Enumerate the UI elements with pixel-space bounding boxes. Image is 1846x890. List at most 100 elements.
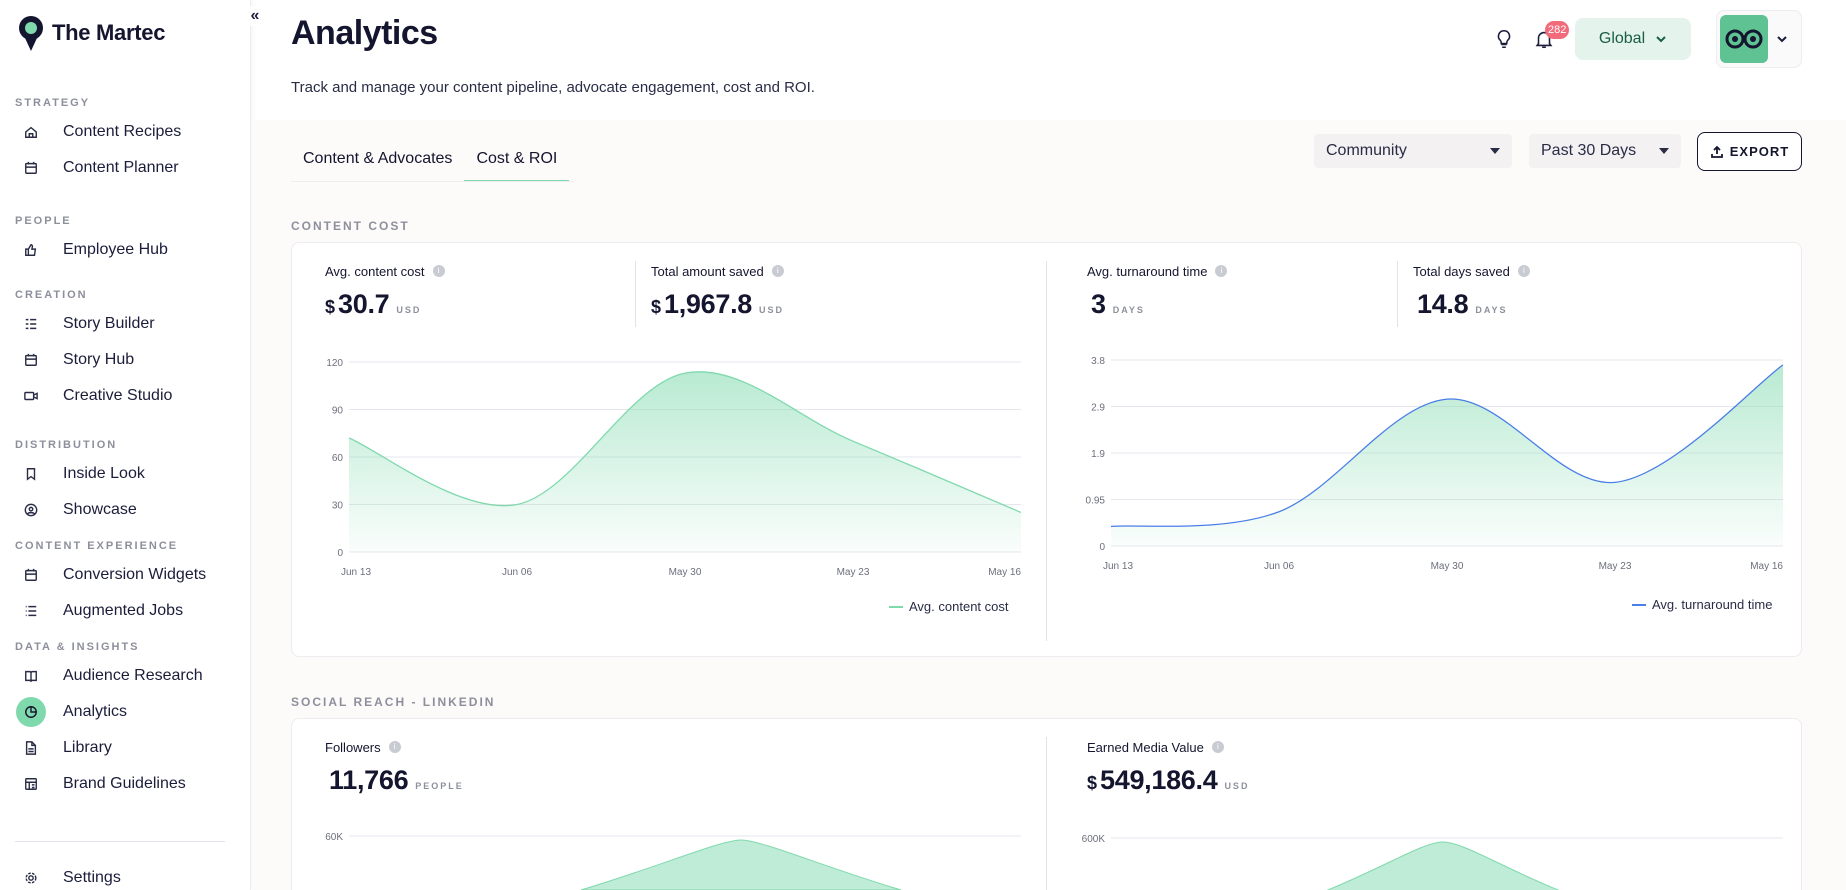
legend-swatch xyxy=(1632,603,1646,606)
bullet-list-icon xyxy=(16,596,46,626)
y-tick-label: 30 xyxy=(332,501,344,512)
app-name: The Martec xyxy=(52,20,166,45)
sidebar-item-conversion-widgets[interactable]: Conversion Widgets xyxy=(0,557,251,593)
info-icon[interactable]: i xyxy=(432,265,445,277)
logo[interactable]: The Martec xyxy=(16,14,165,52)
metric-label: Total amount saved xyxy=(651,263,764,279)
notification-badge: 282 xyxy=(1545,21,1570,39)
bookmark-icon xyxy=(16,459,46,489)
info-icon[interactable]: i xyxy=(1211,741,1224,753)
chart-legend: Avg. turnaround time xyxy=(1632,597,1772,612)
tab-cost-roi[interactable]: Cost & ROI xyxy=(464,148,570,182)
sidebar-item-label: Showcase xyxy=(63,501,137,518)
metric-value: 14.8 xyxy=(1417,289,1469,319)
sidebar-item-content-recipes[interactable]: Content Recipes xyxy=(0,114,251,150)
info-icon[interactable]: i xyxy=(388,741,401,753)
sidebar-item-brand-guidelines[interactable]: Brand Guidelines xyxy=(0,766,251,802)
region-selector[interactable]: Global xyxy=(1575,18,1691,60)
calendar-icon xyxy=(16,153,46,183)
y-tick-label: 0 xyxy=(337,548,343,559)
metric-label: Followers xyxy=(325,739,381,755)
sidebar-item-analytics[interactable]: Analytics xyxy=(0,694,251,730)
tab-bar: Content & Advocates Cost & ROI xyxy=(291,148,570,182)
metric-unit: USD xyxy=(759,305,785,315)
legend-swatch xyxy=(889,605,903,608)
y-tick-label: 90 xyxy=(332,406,344,417)
metric-value: 549,186.4 xyxy=(1100,765,1218,795)
sidebar-item-label: Settings xyxy=(63,869,121,886)
metric-avg-content-cost: Avg. content cost i $30.7 USD xyxy=(325,263,445,320)
audience-select[interactable]: Community xyxy=(1314,134,1512,168)
y-tick-label: 2.9 xyxy=(1091,403,1105,414)
metric-currency: $ xyxy=(325,297,336,317)
header-actions: 282 Global xyxy=(1489,10,1802,68)
metric-followers: Followers i 11,766 PEOPLE xyxy=(325,739,464,796)
sidebar-section-title: CREATION xyxy=(15,289,88,301)
calendar-icon xyxy=(16,345,46,375)
metric-divider xyxy=(1397,261,1398,327)
sidebar-item-employee-hub[interactable]: Employee Hub xyxy=(0,232,251,268)
period-select[interactable]: Past 30 Days xyxy=(1529,134,1681,168)
sidebar-item-creative-studio[interactable]: Creative Studio xyxy=(0,378,251,414)
legend-label: Avg. content cost xyxy=(909,599,1009,614)
lightbulb-icon xyxy=(1497,29,1511,49)
legend-label: Avg. turnaround time xyxy=(1652,597,1773,612)
sidebar-item-story-builder[interactable]: Story Builder xyxy=(0,306,251,342)
info-icon[interactable]: i xyxy=(771,265,784,277)
sidebar-item-audience-research[interactable]: Audience Research xyxy=(0,658,251,694)
x-tick-label: May 16 xyxy=(1750,561,1783,572)
thumbs-up-icon xyxy=(16,235,46,265)
sidebar-item-library[interactable]: Library xyxy=(0,730,251,766)
tips-button[interactable] xyxy=(1489,24,1519,54)
sidebar-item-label: Content Planner xyxy=(63,159,179,176)
sidebar-item-showcase[interactable]: Showcase xyxy=(0,492,251,528)
tab-content-advocates[interactable]: Content & Advocates xyxy=(303,150,453,167)
info-icon[interactable]: i xyxy=(1517,265,1530,277)
sidebar: The Martec STRATEGY Content Recipes Conten… xyxy=(0,0,251,890)
metric-value: 3 xyxy=(1091,289,1106,319)
sidebar-item-content-planner[interactable]: Content Planner xyxy=(0,150,251,186)
section-title-content-cost: CONTENT COST xyxy=(291,219,410,233)
sidebar-item-augmented-jobs[interactable]: Augmented Jobs xyxy=(0,593,251,629)
sidebar-item-story-hub[interactable]: Story Hub xyxy=(0,342,251,378)
caret-down-icon xyxy=(1659,148,1669,154)
metric-value: 30.7 xyxy=(338,289,390,319)
metric-label: Avg. content cost xyxy=(325,263,425,279)
sidebar-item-label: Analytics xyxy=(63,703,128,720)
area-fill xyxy=(349,371,1021,552)
export-label: EXPORT xyxy=(1729,144,1790,159)
sidebar-section-title: STRATEGY xyxy=(15,97,91,109)
metric-total-amount-saved: Total amount saved i $1,967.8 USD xyxy=(651,263,784,320)
sidebar-section: STRATEGY Content Recipes Content Planner xyxy=(0,96,251,176)
sidebar-item-label: Inside Look xyxy=(63,465,145,482)
metric-unit: USD xyxy=(396,305,422,315)
sidebar-item-label: Story Builder xyxy=(63,315,155,332)
chevron-down-icon xyxy=(1777,36,1787,43)
period-select-value: Past 30 Days xyxy=(1541,142,1637,159)
file-icon xyxy=(16,733,46,763)
metric-divider xyxy=(635,261,636,327)
sidebar-section: CREATION Story Builder Story Hub Creative S… xyxy=(0,288,251,404)
x-tick-label: May 30 xyxy=(1431,561,1464,572)
series-line xyxy=(348,371,1022,514)
area-fill xyxy=(1111,364,1783,546)
content-cost-card xyxy=(291,242,1802,657)
sidebar-item-settings[interactable]: Settings xyxy=(0,860,251,890)
sidebar-section: DATA & INSIGHTS Audience Research Analytic… xyxy=(0,640,251,792)
avg-turnaround-time-chart: 3.8 2.9 1.9 0.95 0 Jun 13 Jun 06 May 30 May 23 Ma… xyxy=(1086,356,1784,572)
calendar-icon xyxy=(16,560,46,590)
user-menu[interactable] xyxy=(1716,10,1802,68)
sidebar-section: PEOPLE Employee Hub xyxy=(0,214,251,258)
area-fill xyxy=(1326,841,1560,890)
y-tick-label: 0 xyxy=(1099,542,1105,553)
export-button[interactable]: EXPORT xyxy=(1697,132,1802,171)
pie-chart-icon xyxy=(16,697,46,727)
notifications-button[interactable]: 282 xyxy=(1529,21,1570,54)
info-icon[interactable]: i xyxy=(1215,265,1228,277)
sidebar-item-label: Library xyxy=(63,739,112,756)
sidebar-item-inside-look[interactable]: Inside Look xyxy=(0,456,251,492)
metric-earned-media-value: Earned Media Value i $549,186.4 USD xyxy=(1087,739,1249,796)
sidebar-item-label: Brand Guidelines xyxy=(63,775,186,792)
collapse-sidebar-button[interactable]: « xyxy=(246,6,264,26)
region-label: Global xyxy=(1598,30,1646,47)
